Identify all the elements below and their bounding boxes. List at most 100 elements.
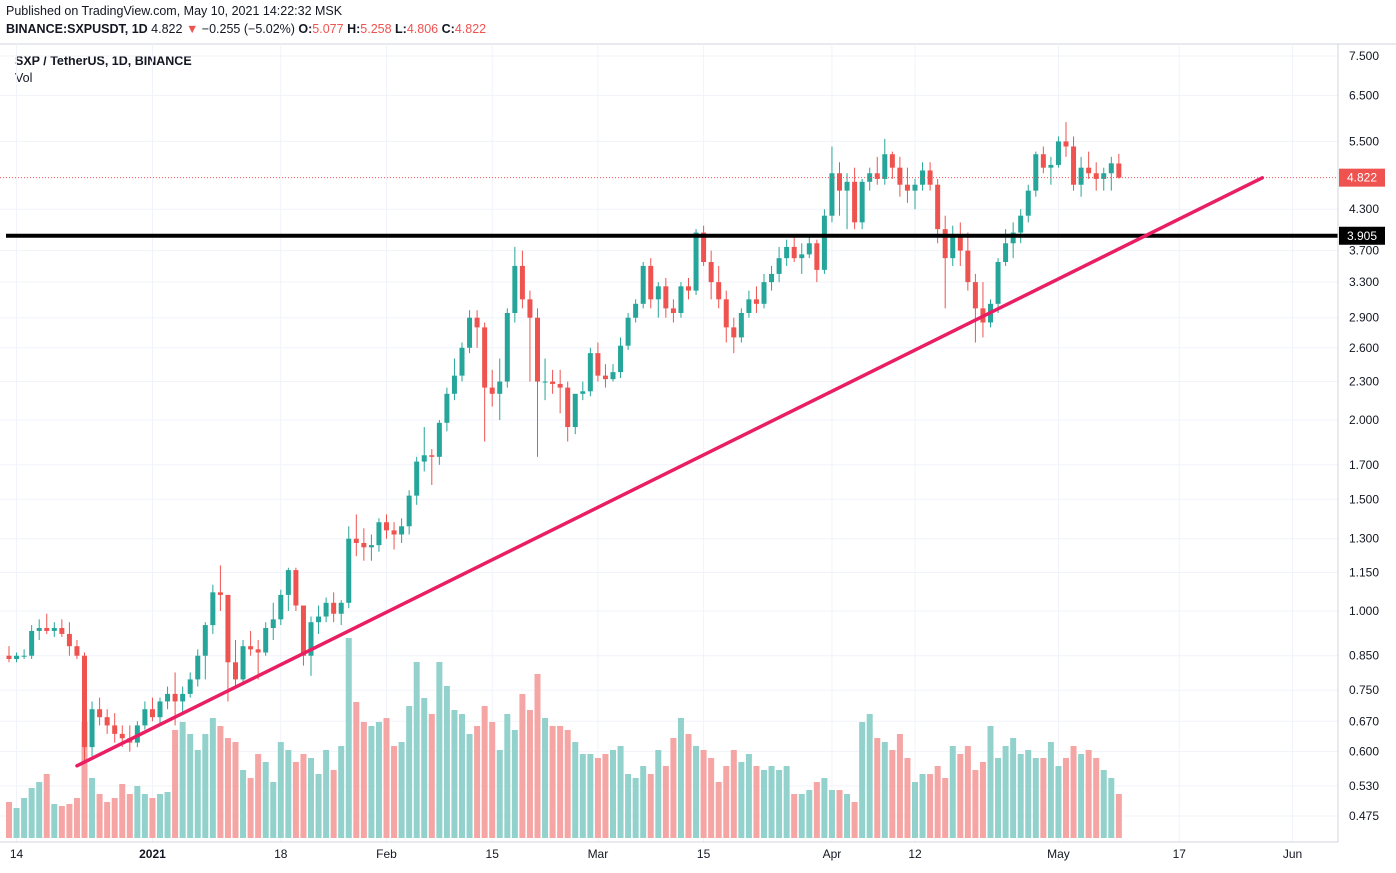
volume-bar (104, 802, 111, 838)
volume-bar (13, 808, 20, 838)
volume-bar (708, 758, 715, 838)
candle-body (1048, 164, 1054, 168)
volume-bar (881, 742, 888, 838)
volume-bar (640, 766, 647, 838)
volume-bar (1025, 750, 1032, 838)
volume-bar (549, 726, 556, 838)
volume-bar (1093, 758, 1100, 838)
y-tick-label: 4.300 (1349, 202, 1379, 216)
volume-bar (587, 754, 594, 838)
candle-body (686, 286, 691, 291)
volume-bar (776, 770, 783, 838)
candle-body (180, 693, 186, 702)
candle-body (867, 173, 873, 182)
candle-body (806, 243, 812, 255)
volume-bar (89, 778, 96, 838)
candle-body (451, 375, 457, 394)
y-tick-label: 1.700 (1349, 458, 1379, 472)
volume-bar (791, 794, 798, 838)
volume-bar (972, 770, 979, 838)
candle-body (1018, 215, 1024, 233)
candle-body (738, 313, 744, 338)
volume-bar (730, 750, 737, 838)
volume-bar (270, 782, 277, 838)
candle-body (504, 313, 510, 382)
y-tick-label: 1.000 (1349, 604, 1379, 618)
volume-bar (1040, 758, 1047, 838)
candle-body (436, 422, 442, 457)
time-axis[interactable]: 14 2021 18 Feb 15 Mar 15 Apr 12 May 17 Jun (0, 841, 1338, 861)
volume-bar (579, 754, 586, 838)
candle-body (769, 273, 775, 283)
close-value: 4.822 (454, 22, 487, 36)
volume-bar (172, 730, 179, 838)
volume-bar (224, 738, 231, 838)
volume-bar (594, 758, 601, 838)
volume-bar (292, 762, 299, 838)
high-label: H: (347, 22, 361, 36)
candle-body (66, 633, 72, 647)
trendline[interactable] (75, 176, 1265, 768)
candle-body (316, 616, 322, 623)
y-tick-label: 0.850 (1349, 649, 1379, 663)
candle-body (429, 455, 435, 457)
volume-bar (534, 674, 541, 838)
volume-bar (466, 734, 473, 838)
candle-body (149, 709, 155, 718)
y-tick-label: 5.500 (1349, 134, 1379, 148)
volume-bar (662, 766, 669, 838)
candle-body (791, 246, 797, 259)
candle-body (527, 299, 533, 318)
candle-body (255, 649, 261, 653)
last-price: 4.822 (151, 22, 183, 36)
volume-bar (564, 730, 571, 838)
candle-body (837, 173, 842, 191)
x-tick-label: 12 (908, 847, 922, 861)
candle-body (972, 282, 978, 309)
y-tick-label: 6.500 (1349, 88, 1379, 102)
volume-bar (360, 722, 367, 838)
price-axis[interactable]: 7.500 6.500 5.500 4.300 3.700 3.300 2.900 2.600… (1337, 44, 1379, 842)
candle-body (535, 317, 540, 382)
volume-bar (632, 778, 639, 838)
candle-body (119, 733, 125, 739)
volume-bar (345, 638, 352, 838)
last-price-label-bg (1339, 168, 1385, 187)
candle-body (74, 646, 80, 656)
volume-bar (81, 722, 88, 838)
candle-body (565, 387, 571, 428)
volume-bar (277, 742, 284, 838)
volume-bar (58, 806, 65, 838)
candle-body (640, 265, 646, 304)
volume-bar (1115, 794, 1122, 838)
volume-bar (459, 714, 465, 838)
candle-body (489, 387, 495, 394)
y-tick-label: 0.750 (1349, 683, 1379, 697)
low-value: 4.806 (406, 22, 439, 36)
candle-body (557, 383, 563, 388)
volume-bar (677, 718, 684, 838)
candle-body (104, 717, 110, 726)
y-tick-label: 2.900 (1349, 311, 1379, 325)
volume-bar (1055, 766, 1062, 838)
candle-body (482, 327, 488, 388)
candle-body (82, 655, 87, 748)
candle-body (142, 709, 148, 726)
candle-body (663, 286, 669, 309)
price-labels: 4.822 3.905 (1339, 168, 1385, 245)
y-tick-label: 7.500 (1349, 49, 1379, 63)
candle-body (950, 236, 956, 259)
candle-body (799, 254, 805, 259)
high-value: 5.258 (360, 22, 392, 36)
candle-body (1033, 154, 1039, 191)
candle-body (897, 167, 903, 185)
volume-bar (859, 722, 866, 838)
volume-bar (451, 710, 458, 838)
ohlc-line: BINANCE:SXPUSDT, 1D 4.822 ▼ −0.255 (−5.0… (6, 22, 486, 36)
candles (6, 122, 1122, 761)
volume-bar (300, 754, 307, 838)
volume-bar (1100, 770, 1107, 838)
volume-bar (194, 750, 201, 838)
volume-bar (511, 730, 518, 838)
